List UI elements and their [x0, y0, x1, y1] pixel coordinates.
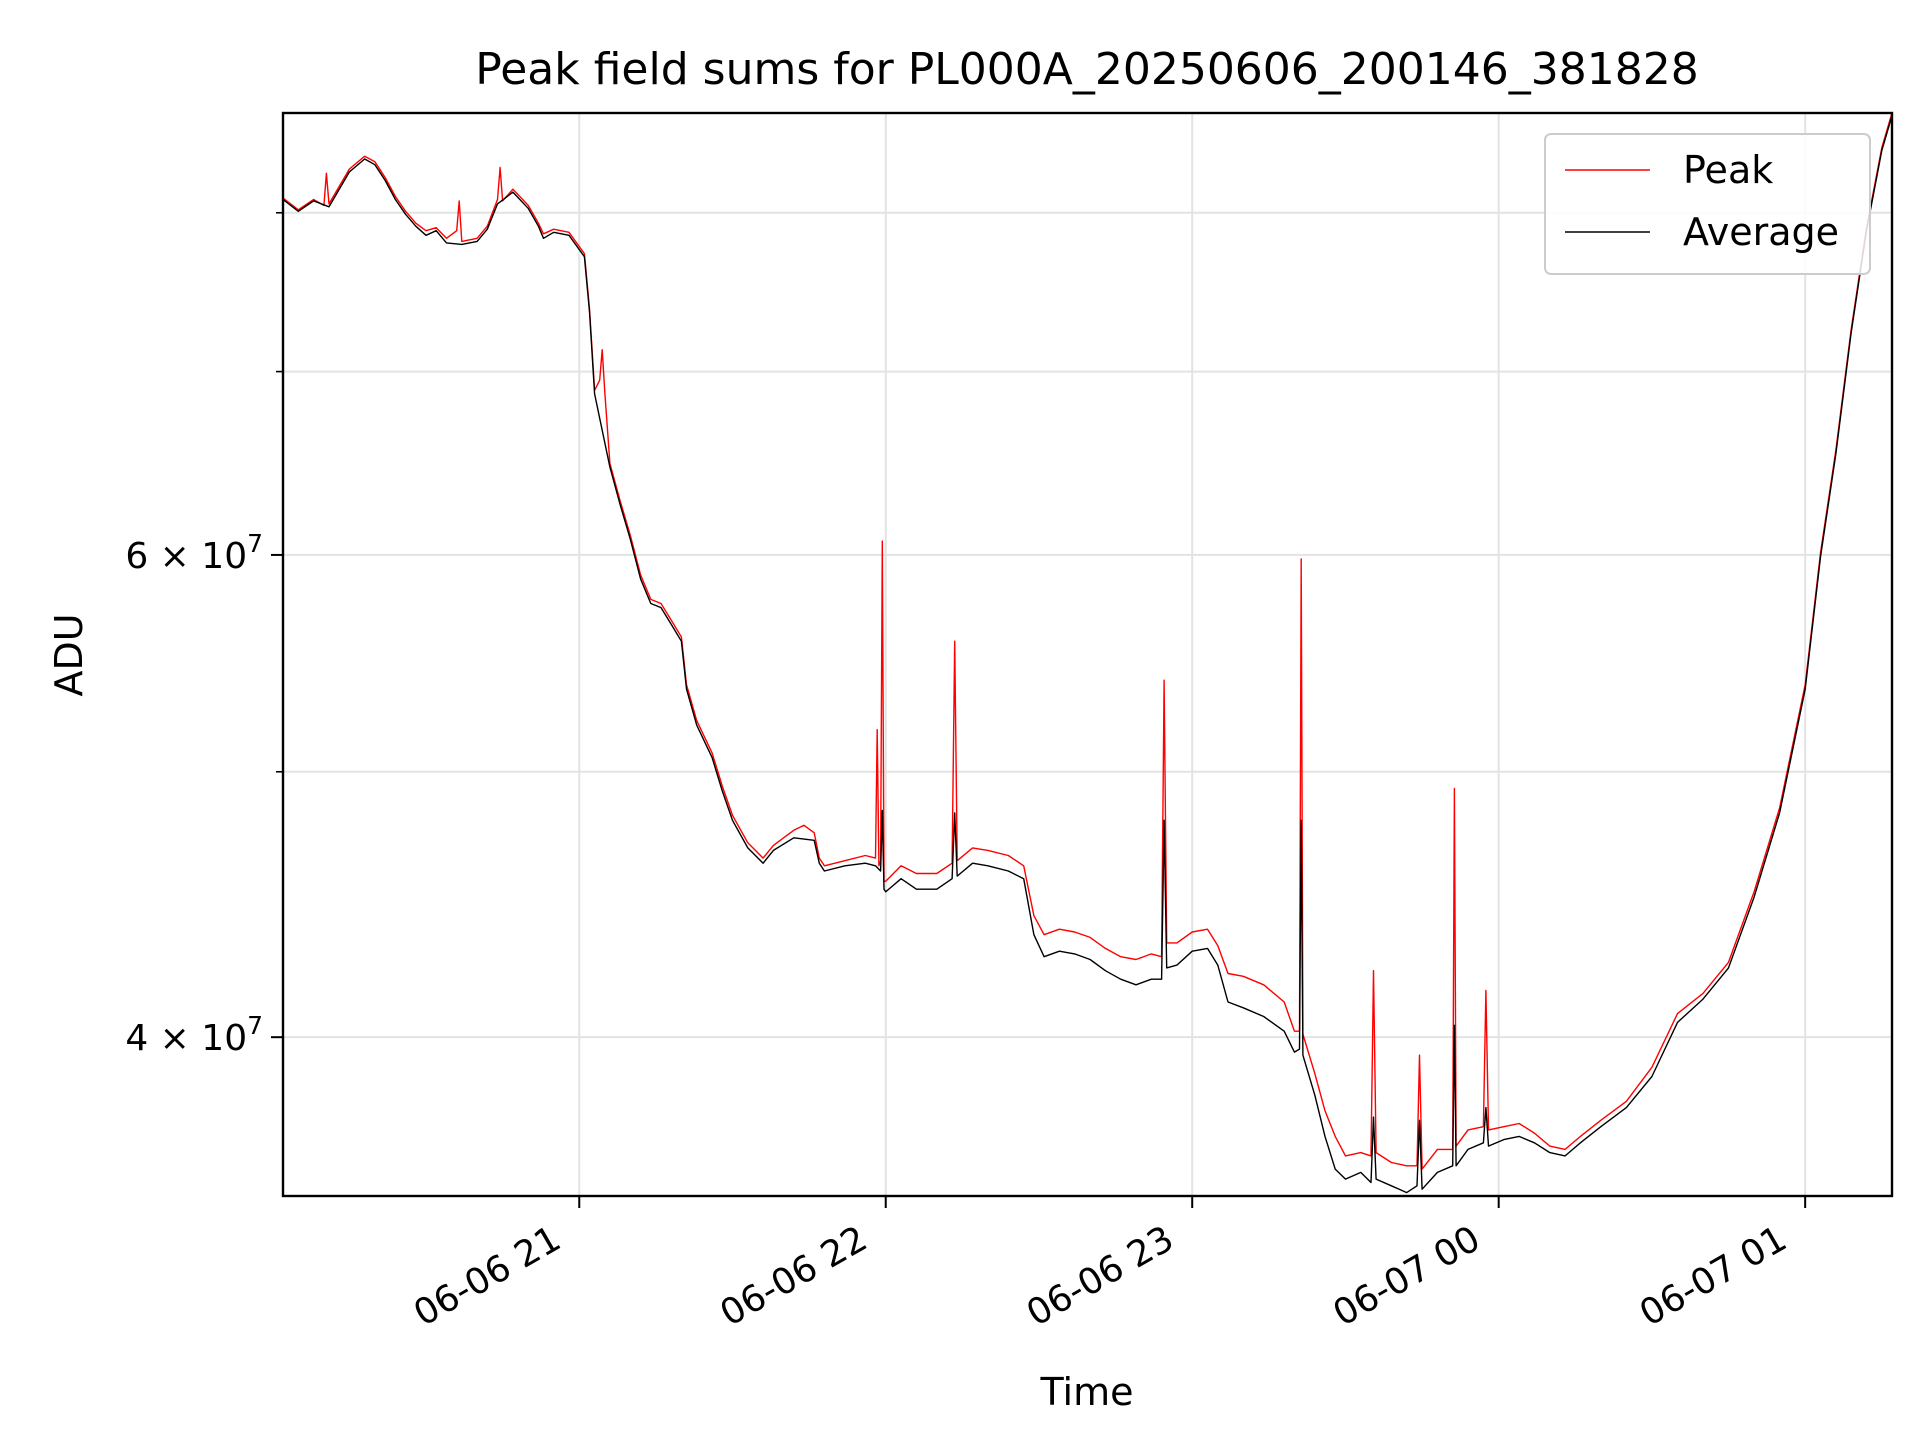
series-line-average	[282, 115, 1893, 1194]
legend-peak-label: Peak	[1683, 148, 1773, 192]
y-axis-label: ADU	[47, 613, 91, 696]
y-tick-base: 6 × 10	[125, 536, 247, 577]
chart-title: Peak field sums for PL000A_20250606_2001…	[475, 44, 1698, 95]
legend-box	[1544, 133, 1871, 275]
y-tick-label: 4 × 107	[125, 1011, 263, 1059]
legend-average-label: Average	[1683, 210, 1839, 254]
legend: Peak Average	[1544, 133, 1871, 275]
y-tick-exponent: 7	[247, 1011, 263, 1040]
y-tick-label: 6 × 107	[125, 529, 263, 577]
series-layer	[282, 112, 1893, 1194]
series-line-peak	[282, 112, 1893, 1170]
x-axis-label: Time	[1040, 1370, 1134, 1414]
y-tick-exponent: 7	[247, 529, 263, 558]
plot-area-frame	[281, 111, 1894, 1198]
y-tick-base: 4 × 10	[125, 1018, 247, 1059]
